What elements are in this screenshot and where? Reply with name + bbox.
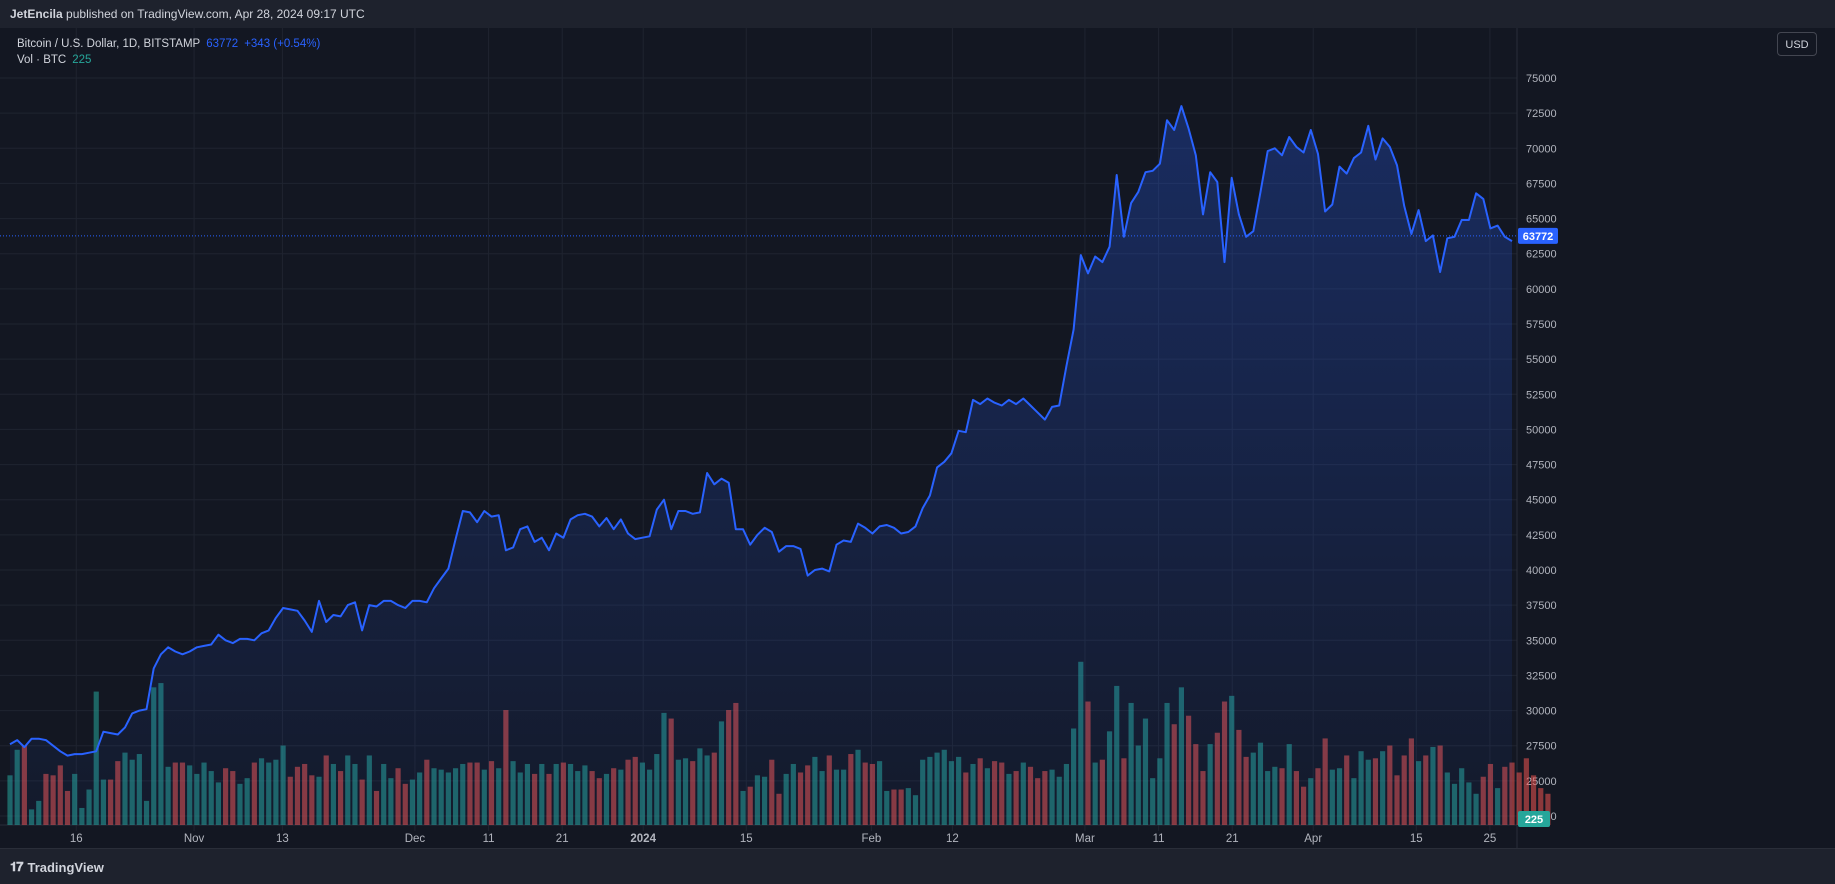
y-tick-label: 35000 bbox=[1526, 635, 1557, 647]
last-price-marker bbox=[1518, 227, 1558, 244]
y-tick-label: 42500 bbox=[1526, 530, 1557, 542]
volume-bar bbox=[1538, 788, 1544, 825]
chart-legend: Bitcoin / U.S. Dollar, 1D, BITSTAMP 63772… bbox=[17, 36, 320, 68]
author-name[interactable]: JetEncila bbox=[10, 7, 63, 21]
y-tick-label: 40000 bbox=[1526, 565, 1557, 577]
last-price: 63772 bbox=[206, 38, 239, 50]
x-tick-label: 25 bbox=[1484, 833, 1497, 845]
x-tick-label: 15 bbox=[740, 833, 753, 845]
y-tick-label: 70000 bbox=[1526, 143, 1557, 155]
x-tick-label: Apr bbox=[1304, 833, 1322, 845]
publisher-info: JetEncila published on TradingView.com, … bbox=[10, 7, 365, 21]
tradingview-brand[interactable]: 𝟏𝟕 TradingView bbox=[10, 859, 104, 875]
x-tick-label: 21 bbox=[1226, 833, 1239, 845]
y-tick-label: 32500 bbox=[1526, 670, 1557, 682]
volume-bar bbox=[1545, 793, 1551, 825]
y-tick-label: 30000 bbox=[1526, 706, 1557, 718]
last-volume-marker bbox=[1518, 811, 1550, 827]
volume-bar bbox=[1516, 772, 1522, 825]
price-line[interactable] bbox=[9, 105, 1513, 757]
x-tick-label: Dec bbox=[405, 833, 426, 845]
x-tick-label: 16 bbox=[70, 833, 83, 845]
x-tick-label: 2024 bbox=[630, 833, 656, 845]
volume-bar bbox=[1523, 758, 1529, 825]
legend-main-row: Bitcoin / U.S. Dollar, 1D, BITSTAMP 63772… bbox=[17, 36, 320, 52]
x-tick-label: 11 bbox=[483, 833, 495, 845]
legend-volume-row: Vol · BTC 225 bbox=[17, 52, 320, 68]
x-tick-label: 12 bbox=[946, 833, 959, 845]
symbol-description[interactable]: Bitcoin / U.S. Dollar, 1D, BITSTAMP bbox=[17, 38, 201, 50]
currency-button[interactable]: USD bbox=[1777, 32, 1817, 56]
x-tick-label: 11 bbox=[1153, 833, 1165, 845]
last-price-axis-label: 63772 bbox=[1523, 231, 1554, 243]
y-tick-label: 47500 bbox=[1526, 460, 1557, 472]
y-tick-label: 65000 bbox=[1526, 214, 1557, 226]
volume-label[interactable]: Vol · BTC bbox=[17, 54, 67, 66]
price-area-fill bbox=[10, 106, 1512, 826]
brand-name: TradingView bbox=[27, 859, 104, 875]
y-tick-label: 60000 bbox=[1526, 284, 1557, 296]
y-tick-label: 55000 bbox=[1526, 354, 1557, 366]
footer-bar: 𝟏𝟕 TradingView bbox=[0, 848, 1835, 884]
volume-value: 225 bbox=[72, 54, 92, 66]
y-tick-label: 67500 bbox=[1526, 178, 1557, 190]
published-date: published on TradingView.com, Apr 28, 20… bbox=[66, 7, 365, 21]
y-tick-label: 25000 bbox=[1526, 776, 1557, 788]
y-tick-label: 27500 bbox=[1526, 741, 1557, 753]
y-tick-label: 62500 bbox=[1526, 249, 1557, 261]
x-tick-label: 21 bbox=[556, 833, 569, 845]
price-chart[interactable]: 75000 72500 70000 67500 65000 62500 60000 57500… bbox=[0, 28, 1835, 848]
x-tick-label: Nov bbox=[184, 833, 205, 845]
y-tick-label: 52500 bbox=[1526, 389, 1557, 401]
y-tick-label: 50000 bbox=[1526, 424, 1557, 436]
x-tick-label: 13 bbox=[276, 833, 289, 845]
price-change: +343 (+0.54%) bbox=[244, 38, 321, 50]
volume-bar bbox=[1530, 775, 1537, 825]
y-tick-label: 72500 bbox=[1526, 108, 1557, 120]
y-tick-label: 45000 bbox=[1526, 495, 1557, 507]
x-tick-label: Mar bbox=[1075, 833, 1095, 845]
tradingview-logo-icon: 𝟏𝟕 bbox=[10, 859, 24, 874]
x-tick-label: 15 bbox=[1410, 833, 1423, 845]
y-tick-label: 57500 bbox=[1526, 319, 1557, 331]
x-tick-label: Feb bbox=[862, 833, 882, 845]
y-tick-label: 75000 bbox=[1526, 73, 1557, 85]
publisher-bar: JetEncila published on TradingView.com, … bbox=[0, 0, 1835, 29]
y-tick-label: 37500 bbox=[1526, 600, 1557, 612]
last-volume-axis-label: 225 bbox=[1525, 814, 1543, 826]
